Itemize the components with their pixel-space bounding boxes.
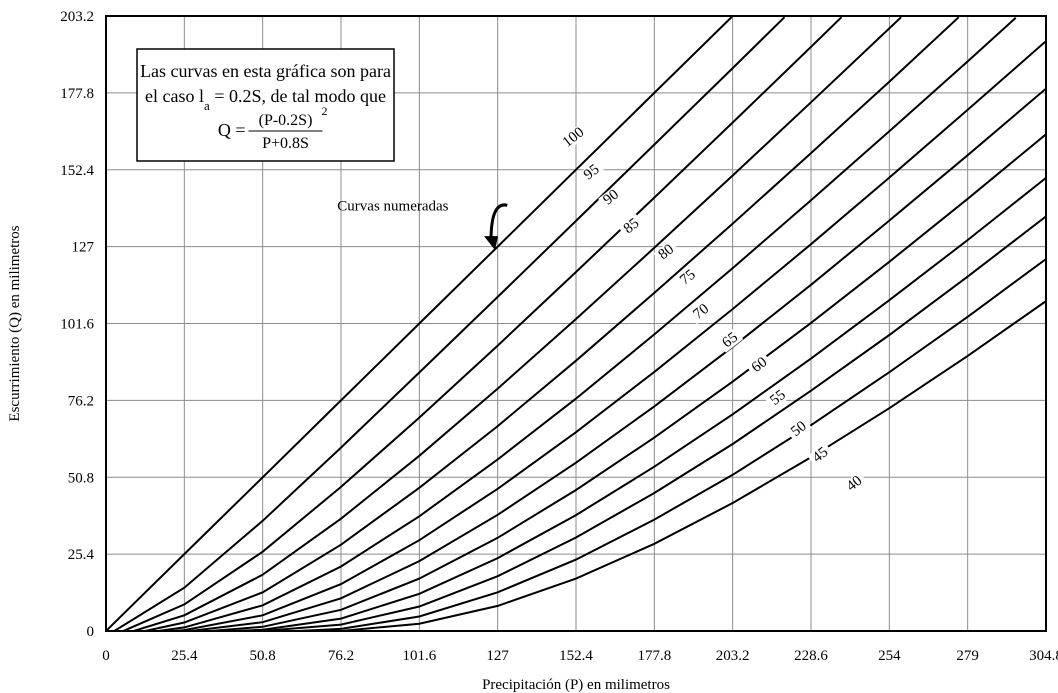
annotation-text: Curvas numeradas [337, 198, 448, 214]
annotation-arrowhead [484, 236, 499, 251]
curve-65 [190, 87, 1046, 631]
x-tick-label: 25.4 [171, 648, 198, 664]
curve-95 [113, 16, 786, 631]
curve-label-group: 45 [807, 442, 834, 468]
note-denominator: P+0.8S [262, 135, 309, 152]
curve-label-group: 85 [618, 213, 645, 239]
curve-label-bg [653, 239, 680, 265]
x-tick-label: 203.2 [716, 648, 750, 664]
note-numerator-exponent: 2 [322, 104, 328, 118]
x-tick-label: 177.8 [637, 648, 671, 664]
x-tick-label: 76.2 [328, 648, 354, 664]
curve-label-bg [785, 416, 812, 442]
curve-100 [106, 16, 734, 631]
curve-60 [210, 133, 1046, 631]
y-tick-label: 127 [72, 240, 95, 256]
curve-label-bg [560, 125, 587, 150]
curve-label-bg [598, 185, 625, 210]
note-box-frame [136, 48, 395, 162]
curve-45 [297, 258, 1046, 631]
y-tick-label: 25.4 [68, 547, 95, 563]
x-tick-label: 0 [102, 648, 110, 664]
y-tick-label: 152.4 [60, 163, 94, 179]
curve-label-group: 40 [841, 471, 868, 497]
x-tick-label: 254 [878, 648, 901, 664]
curve-75 [157, 17, 1017, 631]
x-tick-label: 279 [956, 648, 979, 664]
y-tick-label: 101.6 [60, 317, 94, 333]
curve-label-group: 95 [578, 160, 605, 185]
curve-90 [122, 16, 843, 631]
curve-label-bg [841, 471, 868, 497]
note-q-label: Q = [218, 120, 246, 140]
curve-70 [173, 40, 1046, 631]
note-line-1: Las curvas en esta gráfica son para [140, 61, 391, 81]
curve-label-bg [717, 328, 744, 353]
curve-label-group: 90 [598, 185, 625, 210]
x-tick-label: 101.6 [402, 648, 436, 664]
curve-label-bg [618, 213, 645, 239]
plot-frame [105, 15, 1047, 632]
x-tick-label: 127 [486, 648, 509, 664]
curve-label-bg [674, 265, 701, 290]
x-tick-label: 228.6 [794, 648, 828, 664]
y-tick-label: 203.2 [60, 9, 94, 25]
note-numerator: (P-0.2S) [259, 112, 313, 129]
y-axis-ticks: 0 25.4 50.8 76.2 101.6 127 152.4 177.8 203.2 [60, 9, 94, 640]
curve-80 [144, 16, 960, 631]
curve-55 [234, 177, 1046, 631]
x-tick-label: 304.8 [1029, 648, 1058, 664]
note-line-2: el caso la = 0.2S, de tal modo que [145, 86, 386, 113]
y-tick-label: 50.8 [68, 470, 94, 486]
curve-label-group: 75 [674, 265, 701, 290]
curve-label-bg [765, 385, 792, 411]
y-tick-label: 76.2 [68, 393, 94, 409]
curve-label-bg [578, 160, 605, 185]
curve-label-group: 70 [688, 299, 715, 325]
runoff-curves [106, 16, 1046, 631]
curve-50 [262, 215, 1046, 631]
x-axis-title: Precipitación (P) en milimetros [482, 677, 670, 693]
y-tick-label: 0 [87, 624, 95, 640]
y-axis-title: Escurrimiento (Q) en milimetros [7, 225, 23, 421]
curve-40 [340, 300, 1046, 631]
curves-annotation: Curvas numeradas [337, 198, 508, 251]
curve-85 [133, 16, 902, 631]
curve-label-group: 60 [746, 352, 773, 378]
x-axis-ticks: 0 25.4 50.8 76.2 101.6 127 152.4 177.8 203.2 228.… [102, 648, 1058, 664]
curve-label-group: 55 [765, 385, 792, 411]
curve-label-group: 50 [785, 416, 812, 442]
formula-note-box: Las curvas en esta gráfica son para el ca… [136, 48, 395, 162]
annotation-arrow [489, 203, 508, 241]
curve-label-bg [688, 299, 715, 325]
x-tick-label: 50.8 [250, 648, 276, 664]
y-tick-label: 177.8 [60, 86, 94, 102]
curve-label-group: 65 [717, 328, 744, 353]
curve-label-group: 80 [653, 239, 680, 265]
x-tick-label: 152.4 [559, 648, 593, 664]
curve-label-bg [807, 442, 834, 468]
curve-label-bg [746, 352, 773, 378]
